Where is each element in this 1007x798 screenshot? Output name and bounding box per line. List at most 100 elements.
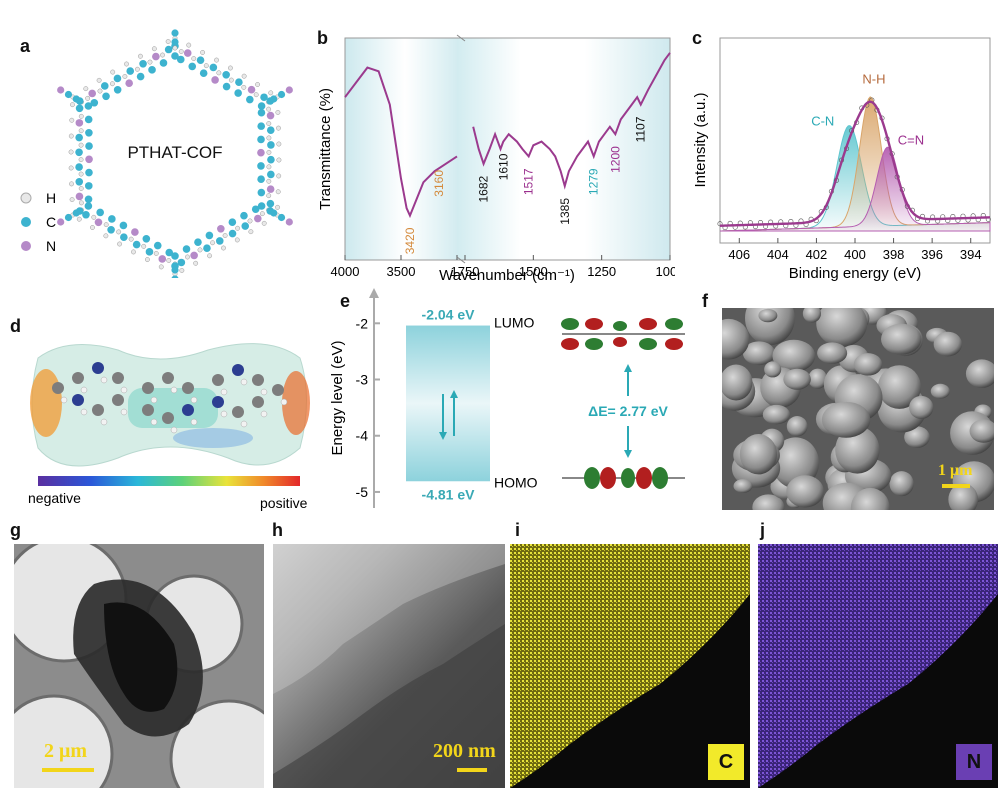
cof-node-atom — [270, 209, 278, 217]
cof-atom — [139, 59, 147, 68]
cof-h-atom — [228, 77, 234, 83]
cof-atom — [211, 76, 219, 84]
cof-h-atom — [227, 65, 233, 71]
tem-figure — [14, 544, 264, 788]
esp-atom — [182, 404, 194, 416]
stem-texture — [273, 544, 505, 788]
cof-structure-diagram: PTHAT-COF H C N — [20, 20, 293, 292]
cof-atom — [107, 225, 115, 234]
cof-atom — [96, 208, 104, 217]
hydrogen-atom-icon — [20, 192, 32, 204]
esp-atom — [232, 364, 244, 376]
cof-atom — [100, 82, 109, 90]
energy-y-ticks: -2 -3 -4 -5 — [356, 315, 380, 500]
energy-axis-arrow-icon — [369, 288, 379, 298]
tem-scale-label: 2 μm — [44, 740, 87, 762]
cof-h-atom — [275, 204, 281, 210]
cof-atom — [253, 214, 262, 223]
carbon-map-texture — [510, 544, 750, 788]
sem-particle — [835, 426, 880, 474]
esp-atom — [92, 404, 104, 416]
sem-particle — [889, 471, 914, 497]
sem-particle — [877, 365, 921, 409]
cof-atom — [152, 52, 160, 61]
ftir-series-line — [344, 52, 671, 219]
cof-atom — [222, 82, 231, 91]
cof-atom — [119, 221, 128, 230]
panel-b-ftir-chart: 4000 3500 1750 1500 1250 1000 3420 3160 1682 161… — [315, 28, 684, 290]
ftir-x-tick-label: 3500 — [387, 264, 416, 279]
cof-atom — [120, 233, 128, 242]
cof-atom — [222, 70, 230, 79]
lumo-name: LUMO — [494, 315, 535, 331]
panel-label-g: g — [10, 520, 21, 540]
cof-atom — [266, 111, 275, 120]
cof-h-atom — [186, 42, 192, 48]
sem-particle — [821, 401, 871, 438]
cof-atom — [203, 244, 211, 253]
cof-atom — [257, 148, 265, 157]
cof-h-atom — [275, 109, 281, 115]
cof-atom — [182, 245, 191, 253]
cof-atom — [75, 178, 84, 186]
sem-particle — [762, 404, 791, 425]
cof-h-atom — [68, 149, 74, 155]
esp-right-edge — [282, 371, 310, 435]
cof-h-atom — [78, 200, 84, 206]
ftir-peak-label: 1279 — [587, 168, 601, 195]
cof-h-atom — [193, 260, 199, 266]
cof-h-atom — [160, 52, 165, 58]
cof-atom — [257, 202, 266, 210]
cof-atom — [257, 135, 265, 144]
esp-atom — [182, 382, 194, 394]
cof-atom — [267, 141, 275, 149]
cof-atom — [125, 79, 133, 88]
sem-particle — [786, 416, 808, 437]
cof-atom — [188, 62, 197, 71]
esp-atom — [72, 394, 84, 406]
lumo-value: -2.04 eV — [422, 307, 476, 323]
xps-envelope-line — [719, 100, 991, 227]
cof-atom — [209, 63, 218, 72]
cof-h-atom — [241, 73, 247, 79]
legend-c-label: C — [46, 214, 56, 230]
cof-h-atom — [248, 229, 254, 235]
cof-atom — [266, 185, 275, 193]
cof-atom — [257, 188, 266, 197]
panel-a-structure: PTHAT-COF H C N — [10, 20, 310, 292]
cof-atom — [84, 202, 93, 210]
cof-atom — [108, 215, 116, 223]
delta-arrow-up-head — [624, 364, 632, 372]
xps-x-tick-label: 396 — [921, 247, 943, 262]
cof-h-atom — [68, 133, 74, 139]
cof-node-atom — [171, 275, 179, 283]
esp-atom — [162, 412, 174, 424]
energy-gap-label: ΔE= 2.77 eV — [588, 403, 668, 419]
cof-h-atom — [153, 250, 159, 256]
energy-y-tick-label: -3 — [356, 372, 369, 388]
cof-atom — [75, 148, 83, 157]
homo-name: HOMO — [494, 474, 538, 490]
sem-particle — [808, 368, 828, 389]
cof-h-atom — [210, 240, 216, 246]
sem-particle — [965, 359, 994, 388]
cof-h-atom — [266, 149, 272, 155]
sem-particle — [933, 331, 963, 357]
cof-h-atom — [179, 268, 185, 273]
sem-particle — [783, 368, 811, 390]
esp-h-atom — [220, 410, 228, 418]
cof-atom — [205, 231, 214, 240]
xps-peak-names: C-N N-H C=N — [811, 72, 924, 148]
cof-atom — [266, 199, 275, 208]
cof-atom — [85, 142, 93, 150]
esp-atom — [92, 362, 104, 374]
lumo-orbital — [561, 318, 685, 350]
cof-h-atom — [203, 63, 209, 69]
panel-e-energy-levels: -2 -3 -4 -5 Energy level (eV) -2.04 eV -4.8… — [329, 288, 700, 516]
ftir-chart: 4000 3500 1750 1500 1250 1000 3420 3160 1682 161… — [317, 34, 684, 284]
cof-h-atom — [116, 229, 122, 235]
cof-h-atom — [144, 257, 150, 263]
cof-atom — [126, 67, 135, 75]
esp-atom — [52, 382, 64, 394]
cof-h-atom — [76, 216, 82, 222]
